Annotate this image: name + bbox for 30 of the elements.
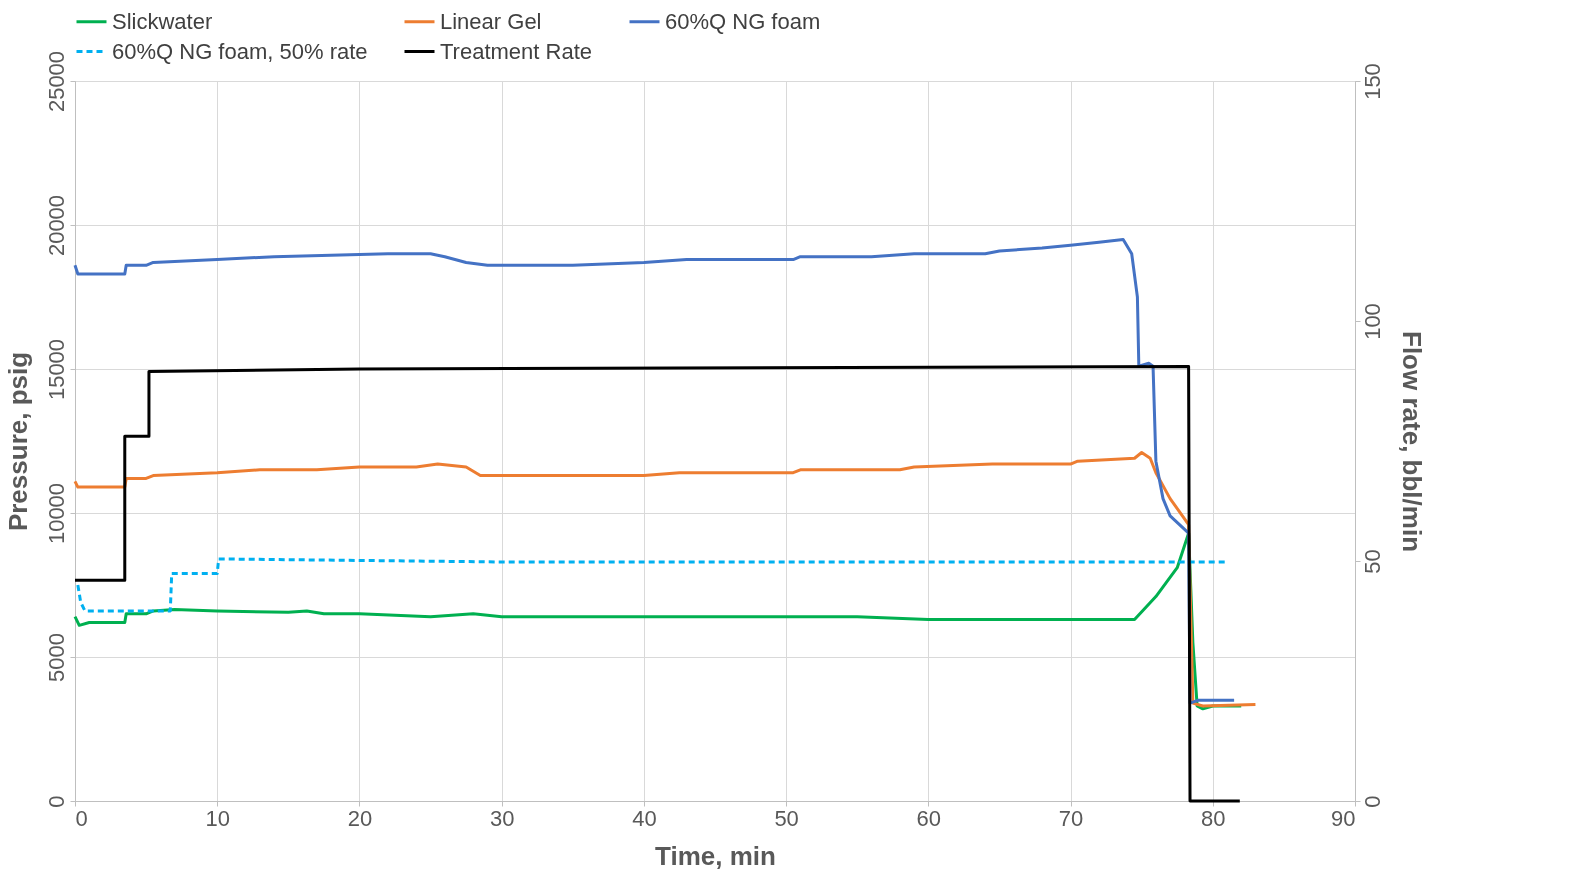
x-tick-label: 40 xyxy=(632,805,657,831)
line-series xyxy=(73,451,1257,708)
x-tick-label: 20 xyxy=(347,805,373,831)
y-tick-label: 25000 xyxy=(43,50,69,113)
x-tick-label: 30 xyxy=(489,805,515,831)
legend-label: Treatment Rate xyxy=(440,38,593,64)
legend-label: 60%Q NG foam, 50% rate xyxy=(112,38,368,64)
x-tick-label: 0 xyxy=(75,805,88,831)
y-tick-label: 5000 xyxy=(43,633,69,682)
y2-tick-label: 150 xyxy=(1359,63,1385,100)
x-axis-title: Time, min xyxy=(655,840,776,871)
y-tick-label: 15000 xyxy=(43,338,69,401)
y-tick-label: 20000 xyxy=(43,194,69,257)
y2-tick-label: 100 xyxy=(1359,303,1385,340)
legend-label: Linear Gel xyxy=(440,8,542,34)
x-tick-label: 50 xyxy=(774,805,799,831)
x-tick-label: 70 xyxy=(1058,805,1084,831)
legend-label: Slickwater xyxy=(112,8,213,34)
y2-tick-label: 50 xyxy=(1359,549,1385,574)
x-tick-label: 60 xyxy=(916,805,942,831)
legend-label: 60%Q NG foam xyxy=(665,8,821,34)
y-axis-title: Pressure, psig xyxy=(2,351,33,532)
y2-axis-title: Flow rate, bbl/min xyxy=(1396,330,1427,553)
x-tick-label: 10 xyxy=(205,805,230,831)
x-tick-label: 90 xyxy=(1331,805,1356,831)
y-tick-label: 0 xyxy=(43,795,69,808)
y2-tick-label: 0 xyxy=(1359,795,1385,808)
x-tick-label: 80 xyxy=(1201,805,1226,831)
line-series xyxy=(73,365,1242,803)
y-tick-label: 10000 xyxy=(43,482,69,545)
